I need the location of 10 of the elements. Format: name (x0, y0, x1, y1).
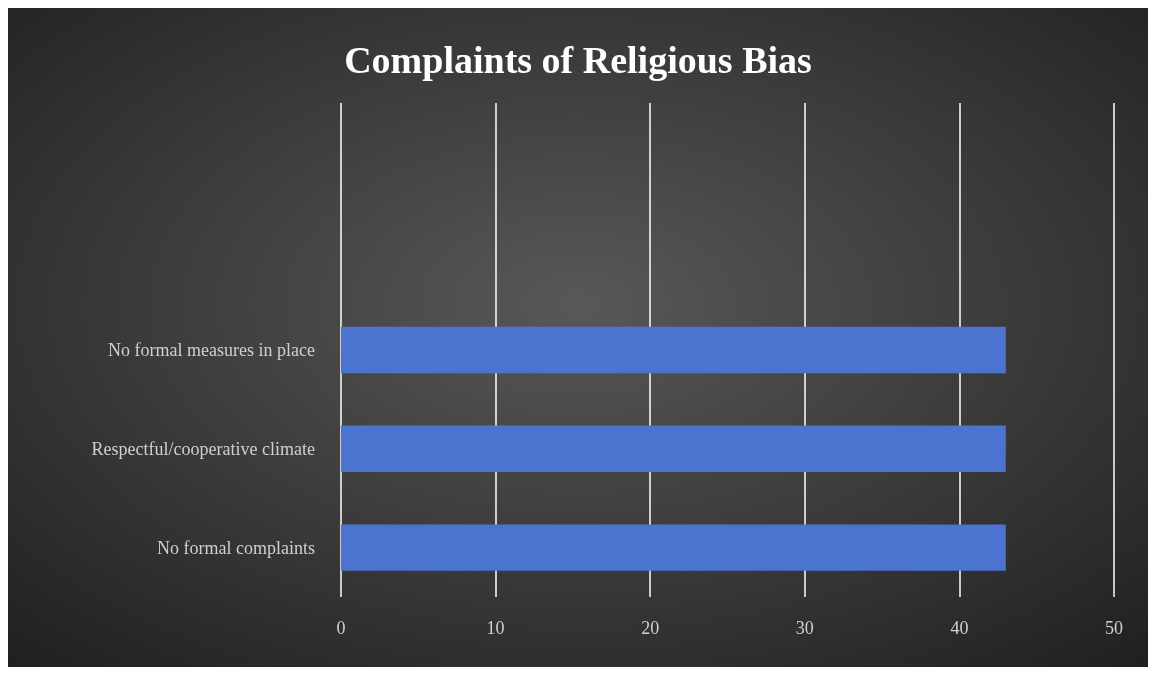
chart-title: Complaints of Religious Bias (344, 39, 812, 81)
y-tick-label: No formal complaints (157, 537, 315, 558)
x-tick-label: 50 (1105, 618, 1123, 638)
x-tick-label: 30 (795, 618, 814, 638)
x-tick-label: 0 (336, 618, 346, 638)
x-tick-label: 10 (486, 618, 505, 638)
y-tick-label: No formal measures in place (108, 340, 316, 360)
x-tick-label: 20 (641, 618, 660, 638)
x-tick-label: 40 (950, 618, 969, 638)
y-tick-label: Respectful/cooperative climate (91, 438, 315, 459)
